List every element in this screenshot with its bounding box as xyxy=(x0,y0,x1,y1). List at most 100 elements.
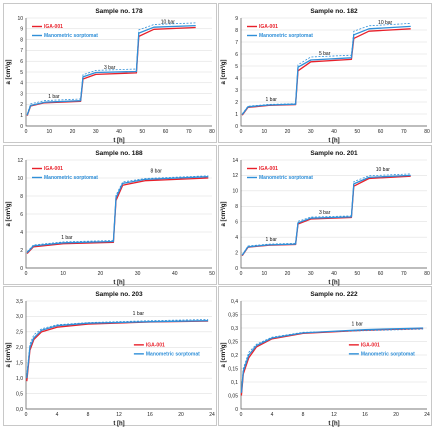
annotation-label: 1 bar xyxy=(48,94,60,100)
x-tick-label: 0 xyxy=(240,271,243,277)
legend-label: IGA-001 xyxy=(44,24,63,30)
y-tick-label: 5 xyxy=(20,70,23,76)
x-tick-label: 8 xyxy=(87,412,90,418)
y-tick-label: 12 xyxy=(232,173,238,179)
x-tick-label: 24 xyxy=(209,412,215,418)
y-tick-label: 0 xyxy=(235,407,238,413)
y-tick-label: 10 xyxy=(17,16,23,22)
x-tick-label: 10 xyxy=(60,271,66,277)
x-axis-label: t [h] xyxy=(328,138,339,144)
series-line xyxy=(26,320,209,379)
legend-label: Manometric sorptomat xyxy=(146,351,200,357)
annotation-label: 1 bar xyxy=(61,235,73,241)
y-tick-label: 0,0 xyxy=(16,407,23,413)
legend-label: IGA-001 xyxy=(259,24,278,30)
x-tick-label: 30 xyxy=(135,271,141,277)
x-tick-label: 12 xyxy=(116,412,122,418)
x-tick-label: 4 xyxy=(56,412,59,418)
x-tick-label: 40 xyxy=(116,129,122,135)
chart-svg: Sample no. 201 0 2 4 6 8 10 12 14 0 10 20 30 40 50 60 70… xyxy=(220,150,430,286)
x-tick-label: 4 xyxy=(271,412,274,418)
series-line xyxy=(241,174,411,256)
x-tick-label: 30 xyxy=(93,129,99,135)
chart-title: Sample no. 178 xyxy=(95,8,143,15)
y-tick-label: 6 xyxy=(235,52,238,58)
axes xyxy=(240,160,427,269)
y-tick-label: 0,05 xyxy=(228,393,238,399)
annotation-label: 10 bar xyxy=(378,20,393,26)
annotation-label: 10 bar xyxy=(161,19,176,25)
chart-title: Sample no. 188 xyxy=(95,150,143,157)
y-tick-label: 1 xyxy=(20,113,23,119)
chart-title: Sample no. 201 xyxy=(310,150,358,157)
y-tick-label: 1 xyxy=(235,112,238,118)
annotation-label: 1 bar xyxy=(133,311,145,317)
y-tick-label: 7 xyxy=(20,48,23,54)
x-tick-label: 20 xyxy=(285,129,291,135)
axes xyxy=(25,160,212,269)
x-tick-label: 12 xyxy=(331,412,337,418)
chart-title: Sample no. 203 xyxy=(95,291,143,298)
series-line xyxy=(26,177,209,255)
series-line xyxy=(26,176,209,254)
y-tick-label: 4 xyxy=(20,81,23,87)
y-tick-label: 8 xyxy=(235,204,238,210)
y-tick-label: 2,5 xyxy=(16,330,23,336)
legend-label: IGA-001 xyxy=(259,166,278,172)
y-tick-label: 0,4 xyxy=(231,299,238,305)
x-tick-label: 20 xyxy=(178,412,184,418)
series-line xyxy=(240,327,424,393)
x-axis-label: t [h] xyxy=(113,421,124,427)
x-tick-label: 80 xyxy=(424,129,430,135)
x-tick-label: 0 xyxy=(25,129,28,135)
y-tick-label: 0 xyxy=(235,124,238,130)
x-tick-label: 0 xyxy=(25,412,28,418)
annotation-label: 10 bar xyxy=(376,167,391,173)
y-tick-label: 14 xyxy=(232,158,238,164)
legend-label: Manometric sorptomat xyxy=(259,33,313,39)
y-tick-label: 6 xyxy=(20,59,23,65)
x-tick-label: 50 xyxy=(139,129,145,135)
annotation-label: 3 bar xyxy=(104,65,116,71)
y-tick-label: 0,25 xyxy=(228,339,238,345)
y-tick-label: 2 xyxy=(235,100,238,106)
x-tick-label: 24 xyxy=(424,412,430,418)
y-tick-label: 2 xyxy=(235,250,238,256)
x-tick-label: 60 xyxy=(163,129,169,135)
legend-label: IGA-001 xyxy=(146,342,165,348)
x-tick-label: 20 xyxy=(285,271,291,277)
chart-panel: Sample no. 182 0 1 2 3 4 5 6 7 8 9 0 10 20 30 40 50 60 70 8… xyxy=(218,3,432,144)
y-tick-label: 0,2 xyxy=(231,353,238,359)
series-line-dashed xyxy=(241,173,411,256)
annotation-label: 1 bar xyxy=(266,237,278,243)
chart-svg: Sample no. 222 0 0,05 0,1 0,15 0,2 0,25 0,3 0,35… xyxy=(220,291,430,427)
y-tick-label: 3,5 xyxy=(16,299,23,305)
x-tick-label: 60 xyxy=(378,129,384,135)
y-tick-label: 3 xyxy=(20,91,23,97)
x-tick-label: 70 xyxy=(186,129,192,135)
y-tick-label: 4 xyxy=(20,230,23,236)
annotation-label: 1 bar xyxy=(266,97,278,103)
x-tick-label: 20 xyxy=(70,129,76,135)
y-tick-label: 0 xyxy=(20,266,23,272)
y-tick-label: 1,0 xyxy=(16,376,23,382)
y-tick-label: 8 xyxy=(20,37,23,43)
chart-panel: Sample no. 203 0,0 0,5 1,0 1,5 2,0 2,5 3,0 3,5 0 4… xyxy=(3,286,217,427)
axes xyxy=(25,301,212,410)
y-tick-label: 6 xyxy=(20,212,23,218)
series-line xyxy=(26,24,196,116)
y-tick-label: 0,35 xyxy=(228,312,238,318)
y-axis-label: a [cm³/g] xyxy=(5,201,12,226)
y-tick-label: 2 xyxy=(20,102,23,108)
x-axis-label: t [h] xyxy=(113,138,124,144)
y-tick-label: 0,3 xyxy=(231,326,238,332)
legend-label: Manometric sorptomat xyxy=(44,175,98,181)
y-tick-label: 0 xyxy=(235,266,238,272)
y-tick-label: 12 xyxy=(17,158,23,164)
y-tick-label: 2 xyxy=(20,248,23,254)
y-tick-label: 10 xyxy=(232,189,238,195)
x-tick-label: 70 xyxy=(401,129,407,135)
x-tick-label: 30 xyxy=(308,271,314,277)
y-axis-label: a [cm³/g] xyxy=(220,342,227,367)
x-tick-label: 70 xyxy=(401,271,407,277)
